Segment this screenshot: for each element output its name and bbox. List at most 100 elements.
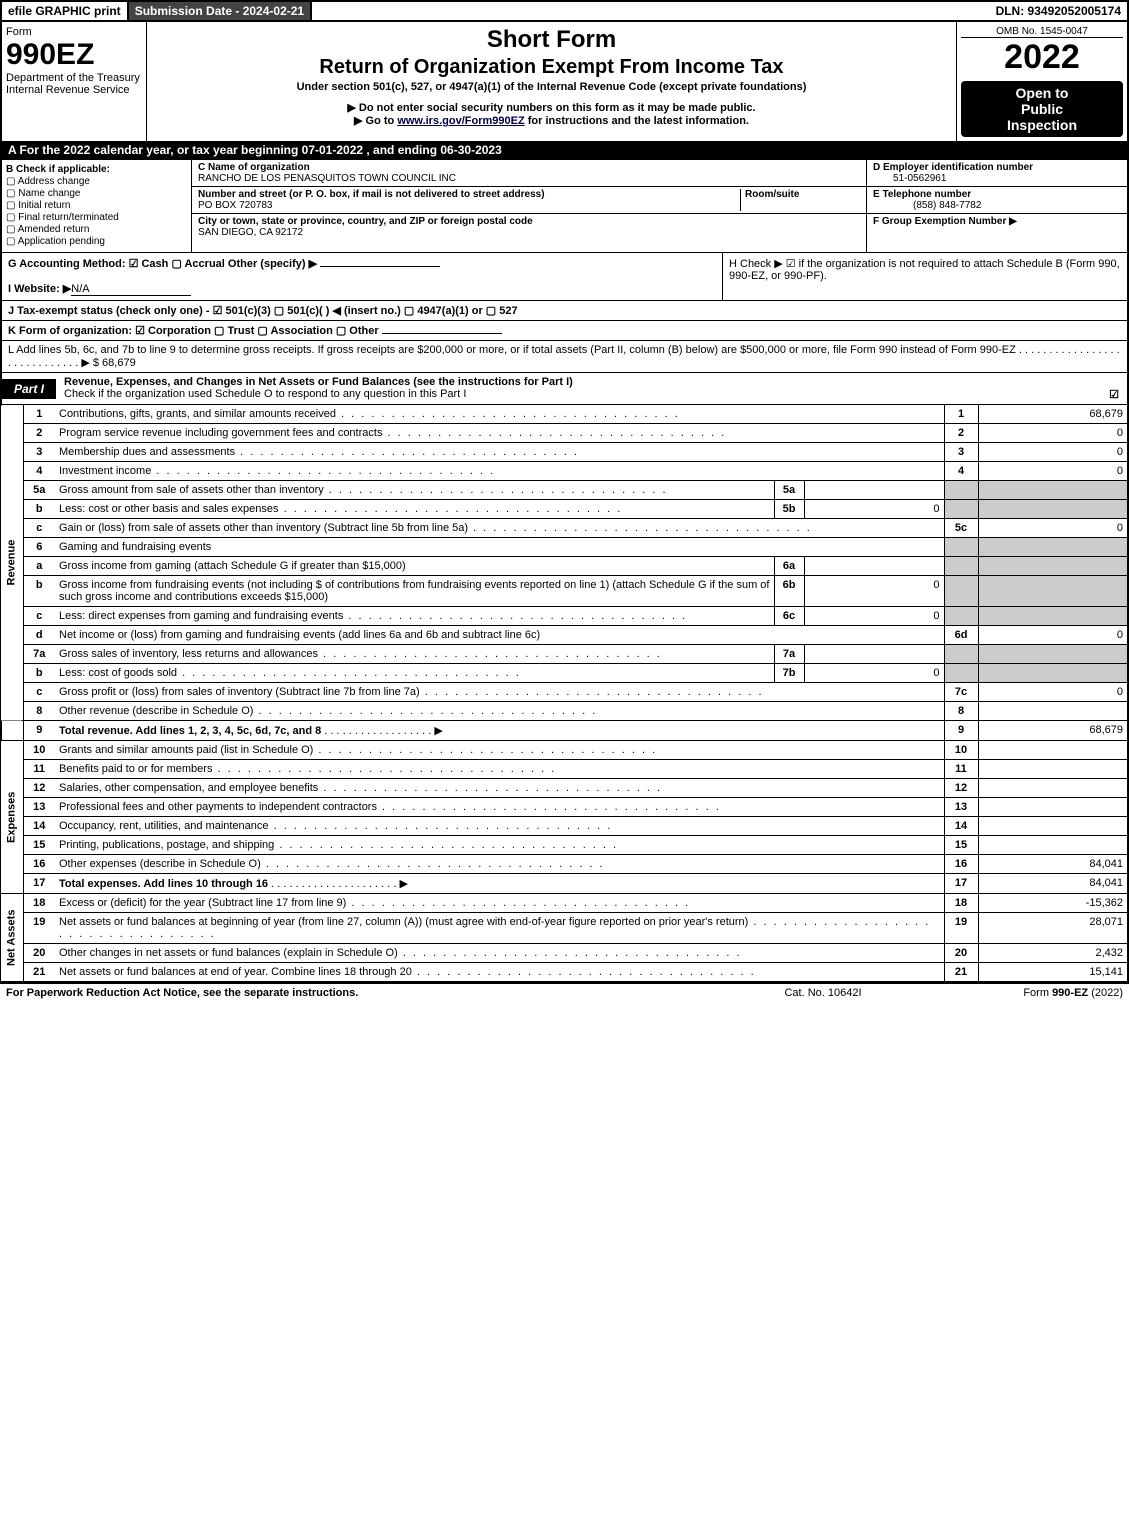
line-10-num2: 10	[944, 741, 978, 760]
j-tax-exempt: J Tax-exempt status (check only one) - ☑…	[0, 301, 1129, 321]
arrow-icon: ▶	[434, 725, 442, 737]
line-14-desc: Occupancy, rent, utilities, and maintena…	[55, 817, 944, 836]
line-5b-sval: 0	[804, 500, 944, 519]
line-1-num: 1	[23, 405, 55, 424]
line-6d-num2: 6d	[944, 626, 978, 645]
irs-label: Internal Revenue Service	[6, 84, 142, 96]
line-3-num2: 3	[944, 443, 978, 462]
footer-center: Cat. No. 10642I	[723, 987, 923, 999]
line-3-amt: 0	[978, 443, 1128, 462]
city-label: City or town, state or province, country…	[198, 216, 533, 227]
line-7b-shade	[944, 664, 978, 683]
line-6d-amt: 0	[978, 626, 1128, 645]
line-5b-desc: Less: cost or other basis and sales expe…	[55, 500, 774, 519]
short-form-title: Short Form	[151, 26, 952, 54]
form-word: Form	[6, 26, 142, 38]
cb-name-change[interactable]: Name change	[6, 188, 187, 199]
line-13-amt	[978, 798, 1128, 817]
cb-address-change[interactable]: Address change	[6, 176, 187, 187]
line-5a-shade	[944, 481, 978, 500]
revenue-vlabel: Revenue	[1, 405, 23, 721]
part-1-title: Revenue, Expenses, and Changes in Net As…	[56, 373, 1127, 404]
line-7a-shade	[944, 645, 978, 664]
note-ssn: ▶ Do not enter social security numbers o…	[151, 101, 952, 114]
street-value: PO BOX 720783	[198, 200, 273, 211]
line-2-num2: 2	[944, 424, 978, 443]
expenses-vlabel: Expenses	[1, 741, 23, 894]
line-7c-amt: 0	[978, 683, 1128, 702]
e-label: E Telephone number	[873, 189, 971, 200]
room-label: Room/suite	[745, 189, 799, 200]
line-19-num: 19	[23, 913, 55, 944]
note-goto: ▶ Go to www.irs.gov/Form990EZ for instru…	[151, 114, 952, 127]
street-row: Number and street (or P. O. box, if mail…	[192, 187, 866, 214]
city-row: City or town, state or province, country…	[192, 214, 866, 240]
line-6-num: 6	[23, 538, 55, 557]
efile-label[interactable]: efile GRAPHIC print	[2, 2, 129, 20]
line-21-desc: Net assets or fund balances at end of ye…	[55, 963, 944, 982]
part-1-checkbox[interactable]: ☑	[1109, 388, 1119, 401]
line-5c-num2: 5c	[944, 519, 978, 538]
line-5a-desc: Gross amount from sale of assets other t…	[55, 481, 774, 500]
i-website-label: I Website: ▶	[8, 283, 71, 295]
line-7b-sub: 7b	[774, 664, 804, 683]
box-e: E Telephone number (858) 848-7782	[867, 187, 1127, 214]
cb-initial-return[interactable]: Initial return	[6, 200, 187, 211]
line-21-num: 21	[23, 963, 55, 982]
line-6c-amt-shade	[978, 607, 1128, 626]
info-grid: B Check if applicable: Address change Na…	[0, 159, 1129, 253]
line-5b-amt-shade	[978, 500, 1128, 519]
cb-final-return[interactable]: Final return/terminated	[6, 212, 187, 223]
line-6d-num: d	[23, 626, 55, 645]
line-6c-num: c	[23, 607, 55, 626]
line-7b-num: b	[23, 664, 55, 683]
tax-year: 2022	[961, 38, 1123, 77]
row-gh: G Accounting Method: ☑ Cash ▢ Accrual Ot…	[0, 253, 1129, 301]
cb-application-pending[interactable]: Application pending	[6, 236, 187, 247]
part-1-table: Revenue 1 Contributions, gifts, grants, …	[0, 405, 1129, 982]
k-line-text: K Form of organization: ☑ Corporation ▢ …	[8, 325, 379, 337]
line-11-desc: Benefits paid to or for members	[55, 760, 944, 779]
line-12-desc: Salaries, other compensation, and employ…	[55, 779, 944, 798]
line-6b-num: b	[23, 576, 55, 607]
g-other-input[interactable]	[320, 266, 440, 267]
phone-value: (858) 848-7782	[913, 200, 981, 211]
footer-right-post: (2022)	[1088, 987, 1123, 999]
box-b: B Check if applicable: Address change Na…	[2, 160, 192, 252]
irs-link[interactable]: www.irs.gov/Form990EZ	[397, 115, 524, 127]
org-name: RANCHO DE LOS PENASQUITOS TOWN COUNCIL I…	[198, 173, 456, 184]
k-other-input[interactable]	[382, 333, 502, 334]
line-17-amt: 84,041	[978, 874, 1128, 894]
line-8-desc: Other revenue (describe in Schedule O)	[55, 702, 944, 721]
line-18-num2: 18	[944, 894, 978, 913]
line-10-amt	[978, 741, 1128, 760]
rev-spacer	[1, 721, 23, 741]
line-9-amt: 68,679	[978, 721, 1128, 741]
street-label: Number and street (or P. O. box, if mail…	[198, 189, 545, 200]
line-6c-desc: Less: direct expenses from gaming and fu…	[55, 607, 774, 626]
line-6-shade	[944, 538, 978, 557]
box-d: D Employer identification number 51-0562…	[867, 160, 1127, 187]
line-3-num: 3	[23, 443, 55, 462]
line-8-num2: 8	[944, 702, 978, 721]
line-13-num2: 13	[944, 798, 978, 817]
line-18-desc: Excess or (deficit) for the year (Subtra…	[55, 894, 944, 913]
line-20-num2: 20	[944, 944, 978, 963]
line-20-num: 20	[23, 944, 55, 963]
line-1-desc: Contributions, gifts, grants, and simila…	[55, 405, 944, 424]
line-9-num2: 9	[944, 721, 978, 741]
line-6c-shade	[944, 607, 978, 626]
arrow-icon-17: ▶	[399, 878, 407, 890]
line-5c-amt: 0	[978, 519, 1128, 538]
line-5b-num: b	[23, 500, 55, 519]
cb-amended-return[interactable]: Amended return	[6, 224, 187, 235]
line-6b-sval: 0	[804, 576, 944, 607]
line-4-num2: 4	[944, 462, 978, 481]
line-11-num: 11	[23, 760, 55, 779]
line-20-amt: 2,432	[978, 944, 1128, 963]
line-7a-num: 7a	[23, 645, 55, 664]
line-6a-shade	[944, 557, 978, 576]
line-5a-sub: 5a	[774, 481, 804, 500]
line-6a-amt-shade	[978, 557, 1128, 576]
open-line3: Inspection	[965, 117, 1119, 133]
